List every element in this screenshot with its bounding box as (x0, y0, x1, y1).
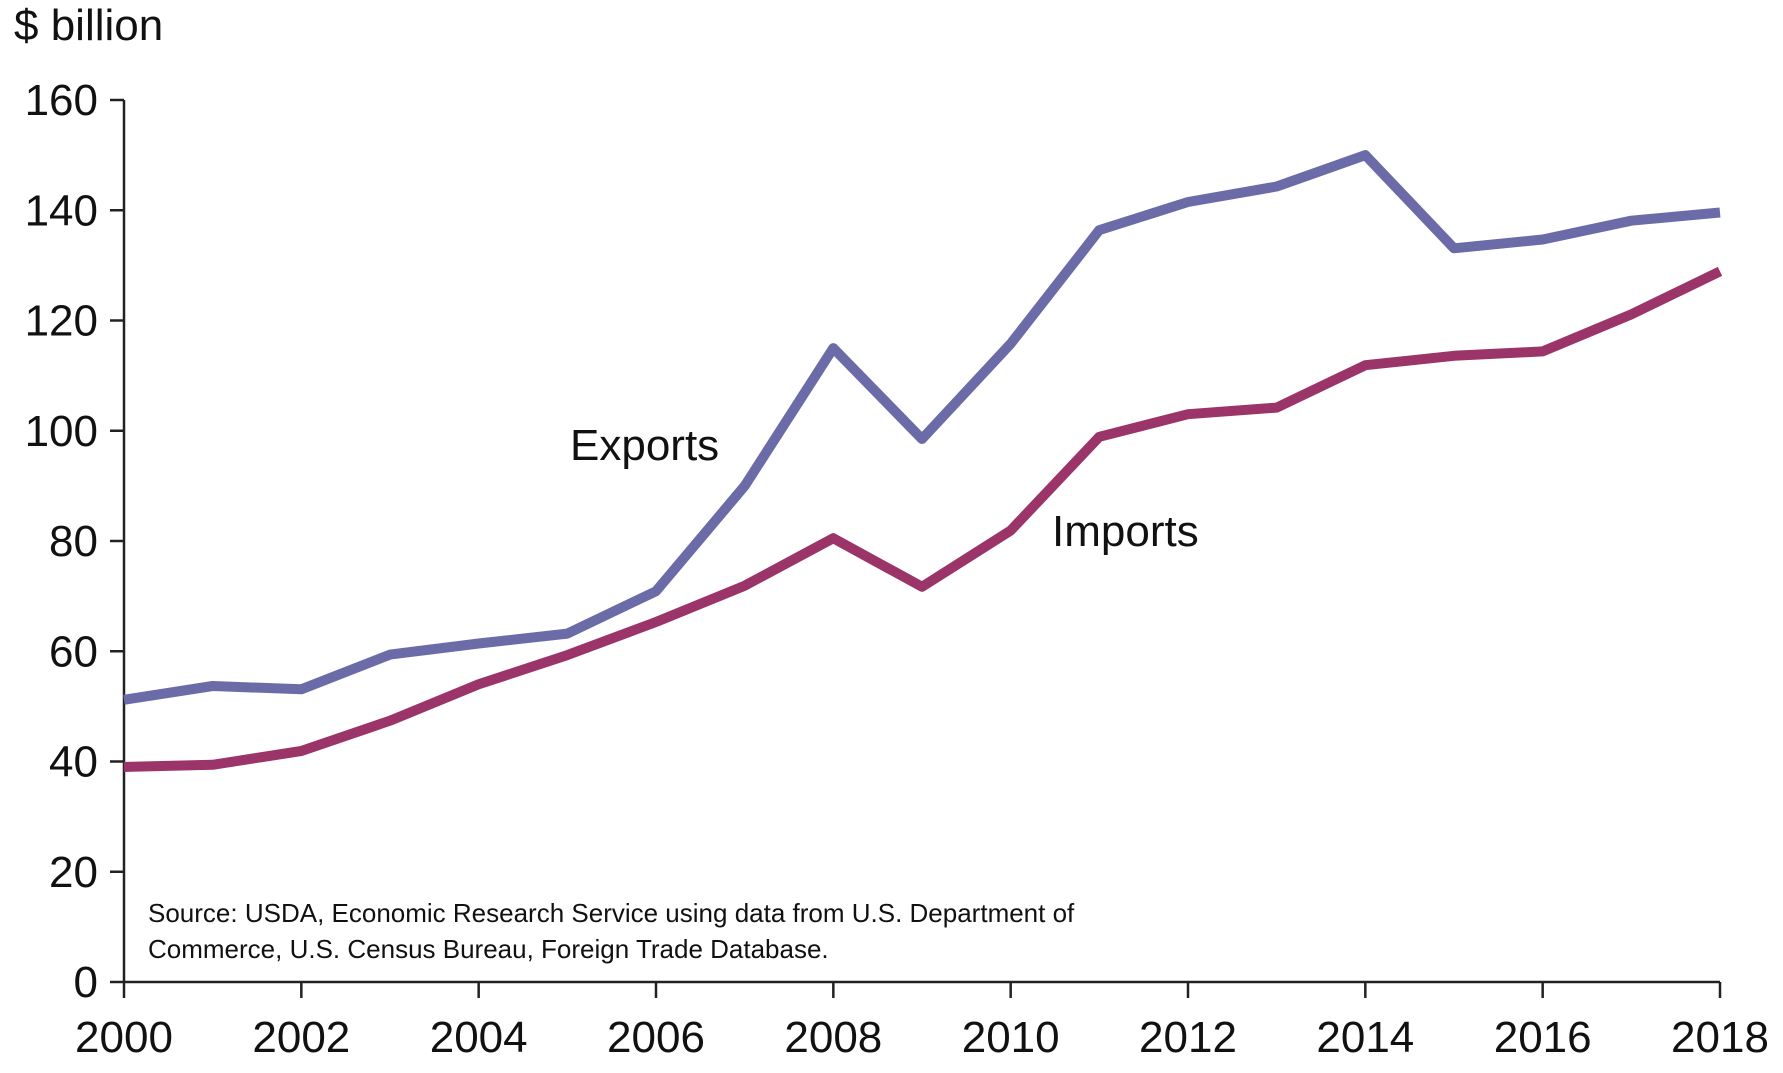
x-tick-label: 2018 (1671, 1013, 1769, 1062)
source-note-line1: Source: USDA, Economic Research Service … (148, 898, 1075, 928)
y-tick-label: 160 (25, 76, 98, 125)
x-tick-label: 2012 (1139, 1013, 1237, 1062)
data-point-exports (390, 654, 391, 655)
y-axis-title: $ billion (14, 1, 163, 50)
x-tick-label: 2014 (1316, 1013, 1414, 1062)
data-point-exports (301, 689, 302, 690)
data-point-imports (390, 720, 391, 721)
y-tick-label: 120 (25, 297, 98, 346)
data-point-imports (922, 586, 923, 587)
data-point-imports (1631, 314, 1632, 315)
y-tick-label: 80 (49, 517, 98, 566)
data-point-exports (567, 633, 568, 634)
data-point-imports (1276, 407, 1277, 408)
series-lines (123, 150, 1723, 772)
data-point-exports (1010, 343, 1011, 344)
y-tick-label: 100 (25, 407, 98, 456)
data-point-imports (1542, 351, 1543, 352)
source-note-line2: Commerce, U.S. Census Bureau, Foreign Tr… (148, 934, 829, 964)
data-point-exports (1631, 220, 1632, 221)
data-point-exports (1099, 230, 1100, 231)
data-point-exports (1276, 186, 1277, 187)
data-point-exports (124, 699, 125, 700)
series-line-imports (123, 266, 1723, 772)
y-tick-label: 40 (49, 738, 98, 787)
x-tick-label: 2010 (962, 1013, 1060, 1062)
data-point-exports (1365, 155, 1366, 156)
data-point-imports (301, 751, 302, 752)
data-point-imports (1454, 355, 1455, 356)
x-axis: 2000 2002 2004 2006 2008 2010 2012 2014 2016 2018 (75, 980, 1769, 1062)
data-point-imports (478, 684, 479, 685)
x-tick-label: 2000 (75, 1013, 173, 1062)
x-tick-label: 2008 (784, 1013, 882, 1062)
series-line-exports (123, 150, 1721, 705)
data-point-imports (124, 767, 125, 768)
data-point-exports (1188, 202, 1189, 203)
series-label-imports: Imports (1052, 507, 1199, 556)
x-tick-label: 2004 (430, 1013, 528, 1062)
x-tick-label: 2002 (252, 1013, 350, 1062)
data-point-exports (1542, 239, 1543, 240)
x-tick-label: 2016 (1494, 1013, 1592, 1062)
series-label-exports: Exports (570, 421, 719, 470)
data-point-imports (1188, 414, 1189, 415)
y-tick-label: 0 (74, 958, 98, 1007)
data-point-imports (1365, 365, 1366, 366)
data-point-imports (833, 538, 834, 539)
data-point-exports (922, 439, 923, 440)
data-point-imports (1720, 271, 1721, 272)
y-tick-label: 140 (25, 186, 98, 235)
y-tick-label: 60 (49, 627, 98, 676)
data-point-imports (656, 622, 657, 623)
data-point-exports (1720, 212, 1721, 213)
data-point-exports (478, 643, 479, 644)
y-tick-label: 20 (49, 848, 98, 897)
data-point-imports (567, 655, 568, 656)
data-point-imports (1010, 530, 1011, 531)
data-point-imports (212, 764, 213, 765)
data-point-exports (833, 348, 834, 349)
data-point-exports (212, 686, 213, 687)
data-point-exports (1454, 248, 1455, 249)
x-tick-label: 2006 (607, 1013, 705, 1062)
data-point-imports (1099, 436, 1100, 437)
y-axis: 0 20 40 60 80 100 120 140 160 (25, 76, 126, 1007)
data-point-exports (656, 591, 657, 592)
data-point-exports (744, 485, 745, 486)
data-point-imports (744, 585, 745, 586)
